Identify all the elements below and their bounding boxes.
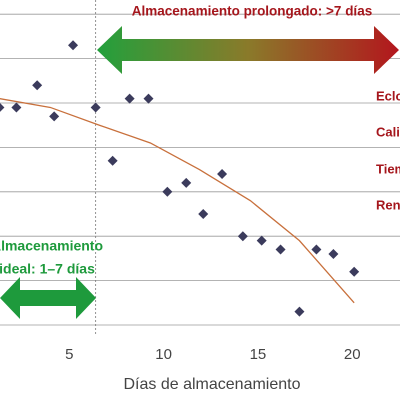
point xyxy=(349,266,360,277)
point xyxy=(311,244,322,255)
point xyxy=(275,244,286,255)
point xyxy=(90,102,101,113)
point xyxy=(181,177,192,188)
side-label: Calid xyxy=(376,124,400,139)
point xyxy=(162,186,173,197)
point xyxy=(11,102,22,113)
ideal-storage-label: ideal: 1–7 días xyxy=(0,261,95,277)
long-storage-label: Almacenamiento prolongado: >7 días xyxy=(132,4,372,19)
x-axis-label: Días de almacenamiento xyxy=(124,376,301,393)
ideal-storage-label: Almacenamiento xyxy=(0,238,103,254)
point xyxy=(294,306,305,317)
plot xyxy=(0,40,360,317)
point xyxy=(143,93,154,104)
point xyxy=(256,235,267,246)
grid xyxy=(0,0,400,335)
long-storage-arrow xyxy=(97,26,399,74)
ideal-storage-arrow xyxy=(0,277,96,319)
point xyxy=(68,40,79,51)
x-tick-label: 15 xyxy=(250,346,267,363)
point xyxy=(124,93,135,104)
side-label: Eclos xyxy=(376,88,400,103)
side-label: Reno xyxy=(376,197,400,212)
point xyxy=(198,209,209,220)
point xyxy=(107,155,118,166)
point xyxy=(237,231,248,242)
x-tick-label: 10 xyxy=(155,346,172,363)
point xyxy=(0,103,5,112)
point xyxy=(32,80,43,91)
x-tick-label: 5 xyxy=(65,346,73,363)
x-tick-label: 20 xyxy=(344,346,361,363)
point xyxy=(49,111,60,122)
point xyxy=(217,169,228,180)
point xyxy=(328,248,339,259)
trend-line xyxy=(0,98,355,304)
side-label: Tiem xyxy=(376,161,400,176)
